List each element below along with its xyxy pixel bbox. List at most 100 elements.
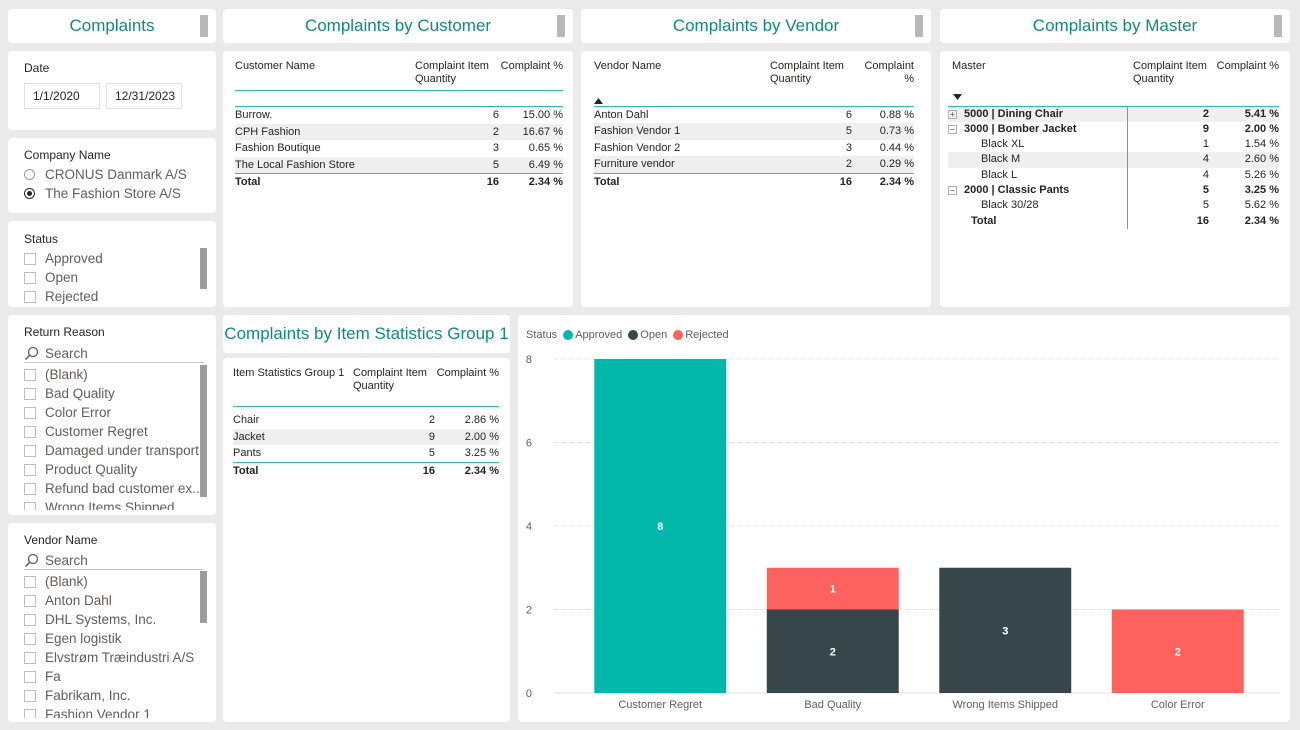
- vendor-option[interactable]: Anton Dahl: [24, 591, 204, 610]
- column-header[interactable]: Vendor Name: [594, 60, 662, 72]
- checkbox-icon[interactable]: [24, 252, 36, 265]
- return-reason-option[interactable]: Wrong Items Shipped: [24, 498, 204, 510]
- table-row[interactable]: Jacket 9 2.00 %: [233, 428, 499, 445]
- table-row[interactable]: Burrow. 6 15.00 %: [235, 107, 563, 124]
- legend-item[interactable]: Approved: [575, 329, 623, 341]
- matrix-row[interactable]: +5000 | Dining Chair 2 5.41 %: [948, 106, 1279, 122]
- date-to-input[interactable]: 12/31/2023: [106, 83, 182, 109]
- table-row[interactable]: The Local Fashion Store 5 6.49 %: [235, 156, 563, 174]
- scroll-grip[interactable]: [915, 15, 923, 37]
- legend-item[interactable]: Rejected: [685, 329, 729, 341]
- scroll-grip[interactable]: [200, 15, 208, 37]
- column-header[interactable]: Complaint %: [436, 367, 499, 379]
- return-reason-option[interactable]: Refund bad customer ex...: [24, 479, 204, 498]
- checkbox-icon[interactable]: [24, 271, 36, 284]
- return-reason-option[interactable]: Product Quality: [24, 460, 204, 479]
- checkbox-icon[interactable]: [24, 444, 36, 457]
- bar-segment[interactable]: [766, 567, 899, 610]
- return-reason-option[interactable]: Customer Regret: [24, 422, 204, 441]
- expand-icon[interactable]: +: [948, 109, 957, 119]
- matrix-row[interactable]: Black XL 1 1.54 %: [948, 137, 1279, 153]
- return-reason-option[interactable]: Color Error: [24, 403, 204, 422]
- return-reason-option[interactable]: Damaged under transport: [24, 441, 204, 460]
- checkbox-icon[interactable]: [24, 501, 36, 510]
- radio-selected-icon[interactable]: [24, 188, 35, 199]
- date-from-input[interactable]: 1/1/2020: [24, 83, 100, 109]
- checkbox-icon[interactable]: [24, 651, 36, 664]
- checkbox-icon[interactable]: [24, 406, 36, 419]
- return-reason-scrollbar[interactable]: [200, 365, 207, 497]
- checkbox-icon[interactable]: [24, 482, 36, 495]
- vendor-option[interactable]: Egen logistik: [24, 629, 204, 648]
- bar-segment[interactable]: [1111, 609, 1244, 694]
- scroll-grip[interactable]: [557, 15, 565, 37]
- vendor-option[interactable]: Fashion Vendor 1: [24, 705, 204, 718]
- cell-text: 3000 | Bomber Jacket: [964, 122, 1077, 135]
- checkbox-icon[interactable]: [24, 575, 36, 588]
- table-row[interactable]: CPH Fashion 2 16.67 %: [235, 123, 563, 140]
- column-header[interactable]: Complaint Item Quantity: [770, 60, 844, 85]
- sort-descending-icon[interactable]: [953, 94, 962, 100]
- checkbox-icon[interactable]: [24, 290, 36, 303]
- vendor-search[interactable]: Search: [24, 551, 204, 570]
- table-row[interactable]: Chair 2 2.86 %: [233, 412, 499, 429]
- company-option[interactable]: The Fashion Store A/S: [24, 184, 187, 203]
- sort-ascending-icon[interactable]: [594, 98, 603, 104]
- bar-segment[interactable]: [766, 609, 899, 694]
- checkbox-icon[interactable]: [24, 632, 36, 645]
- checkbox-icon[interactable]: [24, 368, 36, 381]
- status-option[interactable]: Open: [24, 268, 103, 287]
- vendor-option[interactable]: (Blank): [24, 572, 204, 591]
- matrix-row[interactable]: Black L 4 5.26 %: [948, 167, 1279, 183]
- bar-segment[interactable]: [594, 359, 727, 693]
- column-header[interactable]: Complaint %: [1216, 60, 1279, 72]
- vendor-option[interactable]: Fa: [24, 667, 204, 686]
- column-header[interactable]: Item Statistics Group 1: [233, 367, 345, 379]
- checkbox-icon[interactable]: [24, 689, 36, 702]
- column-header[interactable]: Complaint Item Quantity: [353, 367, 427, 392]
- status-scrollbar[interactable]: [200, 248, 207, 289]
- collapse-icon[interactable]: −: [948, 186, 957, 196]
- return-reason-option[interactable]: (Blank): [24, 365, 204, 384]
- vendor-scrollbar[interactable]: [200, 571, 207, 623]
- matrix-row[interactable]: Black 30/28 5 5.62 %: [948, 198, 1279, 214]
- radio-icon[interactable]: [24, 169, 35, 180]
- return-reason-search[interactable]: Search: [24, 344, 204, 363]
- company-option[interactable]: CRONUS Danmark A/S: [24, 165, 187, 184]
- checkbox-icon[interactable]: [24, 425, 36, 438]
- vendor-options: (Blank) Anton Dahl DHL Systems, Inc. Ege…: [24, 572, 204, 718]
- column-header[interactable]: Customer Name: [235, 60, 316, 72]
- table-row[interactable]: Fashion Vendor 1 5 0.73 %: [594, 123, 914, 140]
- column-header[interactable]: Master: [952, 60, 986, 72]
- cell-text: Total: [971, 214, 997, 227]
- status-option[interactable]: Rejected: [24, 287, 103, 306]
- table-row[interactable]: Fashion Vendor 2 3 0.44 %: [594, 140, 914, 157]
- total-row: Total 16 2.34 %: [594, 172, 914, 190]
- table-row[interactable]: Pants 5 3.25 %: [233, 445, 499, 462]
- column-header[interactable]: Complaint Item Quantity: [415, 60, 489, 85]
- matrix-row[interactable]: −3000 | Bomber Jacket 9 2.00 %: [948, 121, 1279, 138]
- checkbox-icon[interactable]: [24, 463, 36, 476]
- bar-segment[interactable]: [939, 567, 1072, 693]
- column-header[interactable]: Complaint %: [864, 60, 914, 85]
- checkbox-icon[interactable]: [24, 594, 36, 607]
- table-row[interactable]: Anton Dahl 6 0.88 %: [594, 106, 914, 123]
- checkbox-icon[interactable]: [24, 708, 36, 718]
- checkbox-icon[interactable]: [24, 613, 36, 626]
- status-option[interactable]: Approved: [24, 249, 103, 268]
- checkbox-icon[interactable]: [24, 387, 36, 400]
- table-row[interactable]: Fashion Boutique 3 0.65 %: [235, 140, 563, 157]
- matrix-row[interactable]: Black M 4 2.60 %: [948, 152, 1279, 168]
- scroll-grip[interactable]: [1274, 15, 1282, 37]
- vendor-option[interactable]: Elvstrøm Træindustri A/S: [24, 648, 204, 667]
- vendor-option[interactable]: DHL Systems, Inc.: [24, 610, 204, 629]
- column-header[interactable]: Complaint Item Quantity: [1133, 60, 1207, 85]
- vendor-option[interactable]: Fabrikam, Inc.: [24, 686, 204, 705]
- return-reason-option[interactable]: Bad Quality: [24, 384, 204, 403]
- matrix-row[interactable]: −2000 | Classic Pants 5 3.25 %: [948, 182, 1279, 199]
- collapse-icon[interactable]: −: [948, 124, 957, 134]
- legend-item[interactable]: Open: [640, 329, 668, 341]
- column-header[interactable]: Complaint %: [500, 60, 563, 72]
- table-row[interactable]: Furniture vendor 2 0.29 %: [594, 156, 914, 173]
- checkbox-icon[interactable]: [24, 670, 36, 683]
